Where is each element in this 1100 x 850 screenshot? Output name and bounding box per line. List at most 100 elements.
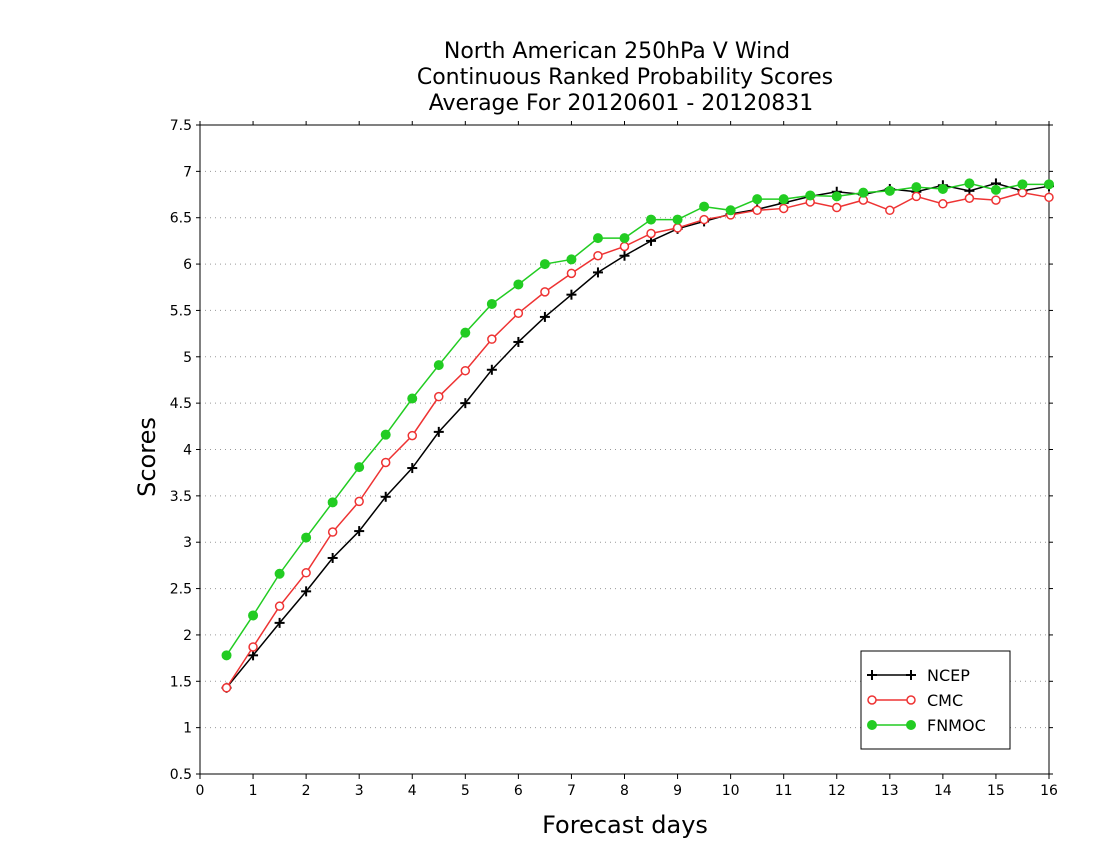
x-tick-label: 14 <box>934 783 952 799</box>
y-tick-label: 3 <box>183 535 192 551</box>
data-point <box>1017 179 1028 190</box>
data-point <box>248 650 259 661</box>
data-point <box>885 205 895 216</box>
data-point <box>778 194 789 205</box>
y-tick-label: 0.5 <box>170 767 192 783</box>
data-point <box>884 185 895 196</box>
y-tick-label: 7 <box>183 164 192 180</box>
data-point <box>593 250 603 261</box>
data-point <box>301 586 312 597</box>
data-point <box>672 223 683 233</box>
data-point <box>752 205 762 216</box>
data-point <box>911 182 922 193</box>
x-tick-label: 2 <box>302 783 311 799</box>
data-point <box>433 360 444 371</box>
data-point <box>274 617 285 628</box>
data-point <box>513 279 524 290</box>
y-tick-label: 1 <box>183 721 192 737</box>
data-point <box>699 214 709 225</box>
legend-marker <box>867 695 877 705</box>
title-line-3: Average For 20120601 - 20120831 <box>429 91 814 116</box>
x-axis-label: Forecast days <box>542 811 708 839</box>
series-line <box>225 182 1049 656</box>
x-tick-label: 4 <box>408 783 417 799</box>
y-tick-label: 1.5 <box>170 674 192 690</box>
data-point <box>301 568 311 578</box>
data-point <box>486 298 497 309</box>
legend-marker <box>867 720 877 730</box>
data-point <box>619 233 630 244</box>
data-point <box>327 527 338 537</box>
data-point <box>991 195 1001 205</box>
data-point <box>513 308 524 318</box>
x-tick-label: 13 <box>881 783 899 799</box>
data-point <box>460 327 471 338</box>
legend: NCEP CMC FNMOC <box>860 650 1011 750</box>
data-point <box>831 191 842 202</box>
legend-label: CMC <box>927 691 963 710</box>
legend-marker <box>906 720 916 730</box>
data-point <box>646 228 656 239</box>
y-tick-label: 6 <box>183 257 192 273</box>
data-point <box>566 268 577 279</box>
x-tick-label: 7 <box>567 783 576 799</box>
data-point <box>1044 179 1054 190</box>
data-point <box>513 336 524 347</box>
x-tick-label: 6 <box>514 783 523 799</box>
data-point <box>433 426 444 437</box>
y-tick-label: 3.5 <box>170 489 192 505</box>
data-point <box>990 184 1001 195</box>
legend-item-ncep: NCEP <box>867 666 970 685</box>
y-tick-label: 4.5 <box>170 396 192 412</box>
data-point <box>672 214 683 225</box>
x-tick-label: 11 <box>775 783 793 799</box>
data-point <box>354 462 365 473</box>
x-tick-label: 0 <box>196 783 205 799</box>
y-tick-label: 5 <box>183 350 192 366</box>
data-point <box>592 233 603 244</box>
data-point <box>937 183 948 194</box>
series-line <box>225 191 1050 689</box>
x-tick-label: 15 <box>987 783 1005 799</box>
data-point <box>1017 187 1028 198</box>
data-point <box>327 497 338 508</box>
data-point <box>221 683 232 693</box>
series-ncep <box>221 178 1054 693</box>
y-tick-label: 6.5 <box>170 211 192 227</box>
data-point <box>407 393 418 404</box>
data-point <box>1044 192 1054 203</box>
data-point <box>619 250 630 261</box>
data-point <box>964 193 975 203</box>
x-tick-label: 3 <box>355 783 364 799</box>
legend-label: FNMOC <box>927 716 986 735</box>
data-point <box>911 191 922 202</box>
legend-label: NCEP <box>927 666 970 685</box>
title-line-1: North American 250hPa V Wind <box>444 39 790 64</box>
data-point <box>407 430 417 441</box>
data-point <box>805 190 816 201</box>
data-point <box>592 267 603 278</box>
series-cmc <box>221 187 1054 693</box>
series-fnmoc <box>221 178 1054 661</box>
data-point <box>380 491 391 502</box>
x-tick-label: 10 <box>722 783 740 799</box>
data-point <box>380 429 391 440</box>
data-point <box>646 214 657 225</box>
data-point <box>752 194 763 205</box>
legend-item-cmc: CMC <box>867 691 963 710</box>
legend-marker <box>906 695 916 705</box>
x-tick-label: 12 <box>828 783 846 799</box>
data-point <box>274 568 285 579</box>
data-point <box>858 187 869 198</box>
data-point <box>964 178 975 189</box>
x-tick-label: 1 <box>249 783 258 799</box>
data-point <box>487 334 497 344</box>
x-tick-label: 8 <box>620 783 629 799</box>
x-tick-label: 16 <box>1040 783 1058 799</box>
y-tick-label: 7.5 <box>170 118 192 134</box>
series-line <box>225 182 1050 689</box>
data-point <box>354 526 365 537</box>
data-point <box>327 552 338 563</box>
title-line-2: Continuous Ranked Probability Scores <box>417 65 833 90</box>
